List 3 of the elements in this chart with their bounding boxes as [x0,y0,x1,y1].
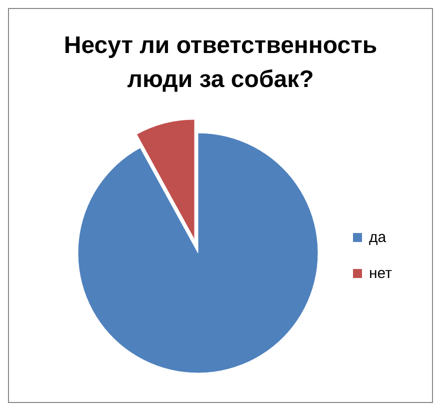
chart-title: Несут ли ответственность люди за собак? [64,32,378,93]
legend-label: нет [369,264,392,282]
legend-label: да [369,228,387,246]
